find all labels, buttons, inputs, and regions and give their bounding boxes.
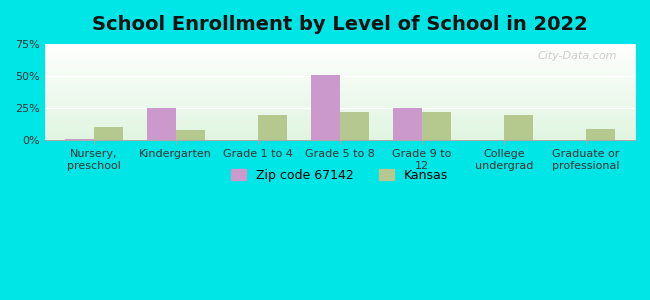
Bar	[586, 129, 614, 140]
Bar	[504, 115, 532, 140]
Title: School Enrollment by Level of School in 2022: School Enrollment by Level of School in …	[92, 15, 588, 34]
Bar	[311, 75, 340, 140]
Text: City-Data.com: City-Data.com	[538, 51, 618, 61]
Bar	[340, 112, 369, 140]
Bar	[176, 130, 205, 140]
Legend: Zip code 67142, Kansas: Zip code 67142, Kansas	[226, 164, 453, 187]
Bar	[65, 139, 94, 140]
Bar	[258, 115, 287, 140]
Bar	[94, 128, 122, 140]
Bar	[147, 108, 176, 140]
Bar	[422, 112, 450, 140]
Bar	[393, 108, 422, 140]
